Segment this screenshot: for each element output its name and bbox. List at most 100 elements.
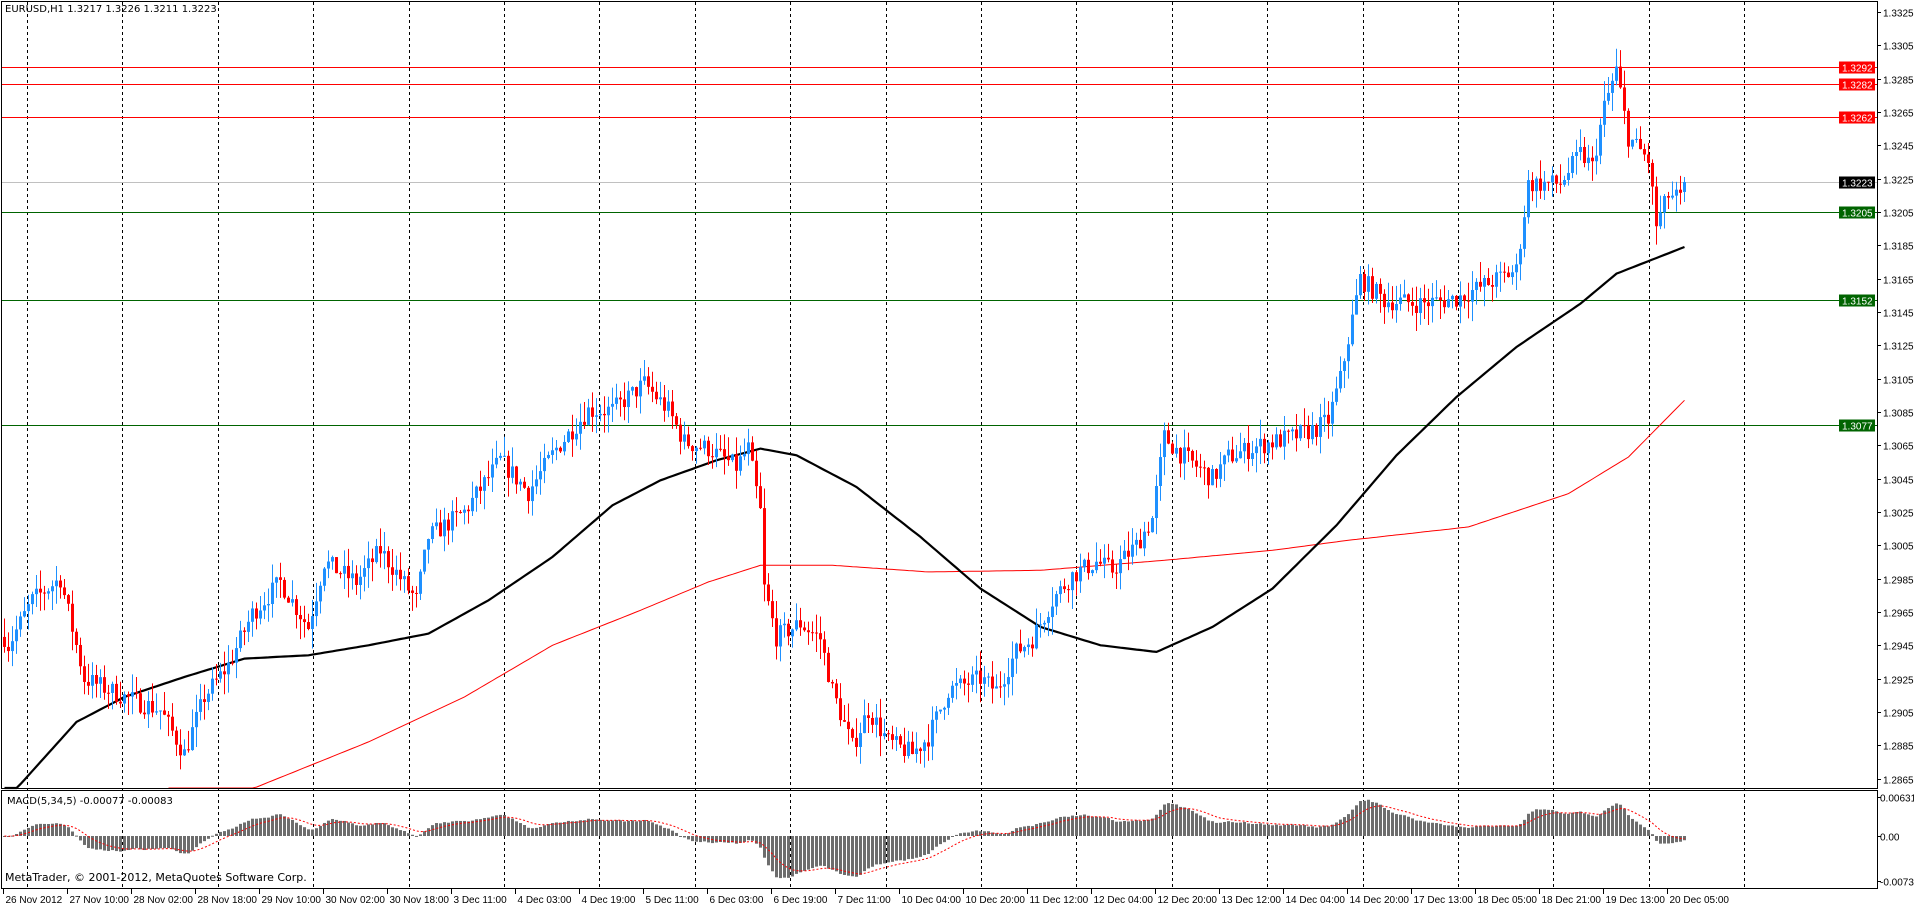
macd-bar bbox=[1207, 820, 1210, 836]
candle-body bbox=[111, 683, 114, 693]
macd-bar bbox=[155, 836, 158, 849]
macd-bar bbox=[975, 830, 978, 836]
macd-bar bbox=[1119, 821, 1122, 836]
candle-body bbox=[1299, 425, 1302, 439]
macd-bar bbox=[755, 836, 758, 844]
macd-bar bbox=[1311, 826, 1314, 836]
candle-body bbox=[511, 466, 514, 478]
candle-body bbox=[1107, 557, 1110, 560]
macd-bar bbox=[1639, 824, 1642, 836]
candle-body bbox=[1179, 447, 1182, 464]
macd-bar bbox=[1155, 814, 1158, 836]
candle-body bbox=[1087, 559, 1090, 574]
candle-body bbox=[131, 692, 134, 697]
time-axis[interactable]: 26 Nov 2012 27 Nov 10:00 28 Nov 02:00 28 No… bbox=[3, 889, 1730, 906]
candle-body bbox=[667, 401, 670, 411]
candle-body bbox=[1407, 294, 1410, 303]
macd-bar bbox=[1067, 816, 1070, 836]
candle-body bbox=[1055, 594, 1058, 607]
candle-body bbox=[31, 594, 34, 605]
price-tick-label: 1.2965 bbox=[1883, 609, 1914, 620]
macd-bar bbox=[1459, 826, 1462, 836]
macd-bar bbox=[1239, 822, 1242, 836]
macd-bar bbox=[1519, 823, 1522, 836]
macd-bar bbox=[95, 836, 98, 850]
macd-bar bbox=[23, 829, 26, 836]
macd-bar bbox=[531, 828, 534, 836]
macd-bar bbox=[143, 836, 146, 851]
macd-bar bbox=[227, 829, 230, 836]
macd-bar bbox=[399, 830, 402, 836]
candle-body bbox=[1171, 443, 1174, 454]
macd-bar bbox=[431, 825, 434, 836]
candle-body bbox=[127, 694, 130, 697]
macd-bar bbox=[1091, 816, 1094, 836]
candle-body bbox=[259, 610, 262, 619]
candle-body bbox=[459, 511, 462, 513]
macd-bar bbox=[575, 821, 578, 836]
macd-bar bbox=[539, 827, 542, 836]
macd-bar bbox=[327, 820, 330, 836]
candle-body bbox=[1331, 401, 1334, 424]
candle-body bbox=[295, 599, 298, 615]
macd-bar bbox=[463, 820, 466, 836]
candle-body bbox=[1491, 285, 1494, 287]
macd-bar bbox=[299, 825, 302, 836]
macd-bar bbox=[607, 820, 610, 836]
candle-body bbox=[19, 616, 22, 630]
macd-bar bbox=[1419, 820, 1422, 836]
price-axis[interactable]: 1.3325 1.3305 1.3285 1.3265 1.3245 1.3225 1.32… bbox=[1877, 9, 1914, 787]
macd-bar bbox=[1011, 830, 1014, 836]
candle-body bbox=[1503, 271, 1506, 273]
macd-bar bbox=[1539, 809, 1542, 836]
macd-bar bbox=[519, 823, 522, 836]
candle-body bbox=[439, 522, 442, 537]
macd-bar bbox=[979, 831, 982, 836]
macd-bar bbox=[887, 836, 890, 863]
macd-bar bbox=[663, 827, 666, 836]
macd-bar bbox=[727, 836, 730, 843]
candle-body bbox=[975, 670, 978, 675]
candle-body bbox=[987, 676, 990, 678]
candle-body bbox=[943, 707, 946, 710]
price-tick-label: 1.3145 bbox=[1883, 309, 1914, 320]
time-tick-label: 14 Dec 20:00 bbox=[1350, 895, 1410, 906]
macd-bar bbox=[67, 827, 70, 836]
macd-bar bbox=[1483, 825, 1486, 836]
macd-bar bbox=[1511, 826, 1514, 836]
candle-body bbox=[1363, 273, 1366, 292]
macd-bar bbox=[1407, 816, 1410, 836]
macd-bar bbox=[639, 820, 642, 836]
candle-body bbox=[563, 441, 566, 452]
candle-body bbox=[1239, 451, 1242, 459]
candle-body bbox=[1263, 438, 1266, 454]
candle-body bbox=[1679, 189, 1682, 193]
candle-body bbox=[539, 471, 542, 480]
macd-bar bbox=[395, 828, 398, 836]
macd-bar bbox=[147, 836, 150, 849]
price-tick-label: 1.2945 bbox=[1883, 642, 1914, 653]
candle-body bbox=[135, 692, 138, 694]
candle-body bbox=[399, 569, 402, 580]
candle-body bbox=[1295, 429, 1298, 439]
macd-bar bbox=[1563, 813, 1566, 836]
macd-bar bbox=[1475, 826, 1478, 836]
candle-body bbox=[1383, 293, 1386, 308]
candle-body bbox=[1447, 299, 1450, 308]
macd-bar bbox=[1215, 822, 1218, 836]
level-label-support: 1.3152 bbox=[1842, 297, 1873, 308]
candle-body bbox=[103, 677, 106, 693]
candle-body bbox=[1043, 622, 1046, 625]
macd-bar bbox=[627, 820, 630, 836]
level-label-bg bbox=[1839, 61, 1875, 74]
price-tick-label: 1.2925 bbox=[1883, 676, 1914, 687]
macd-bar bbox=[1583, 813, 1586, 836]
macd-bar bbox=[1527, 813, 1530, 836]
candle-body bbox=[547, 454, 550, 458]
candle-body bbox=[1135, 539, 1138, 545]
candle-body bbox=[163, 710, 166, 715]
candle-body bbox=[71, 603, 74, 632]
candle-body bbox=[91, 675, 94, 686]
macd-bar bbox=[959, 833, 962, 836]
